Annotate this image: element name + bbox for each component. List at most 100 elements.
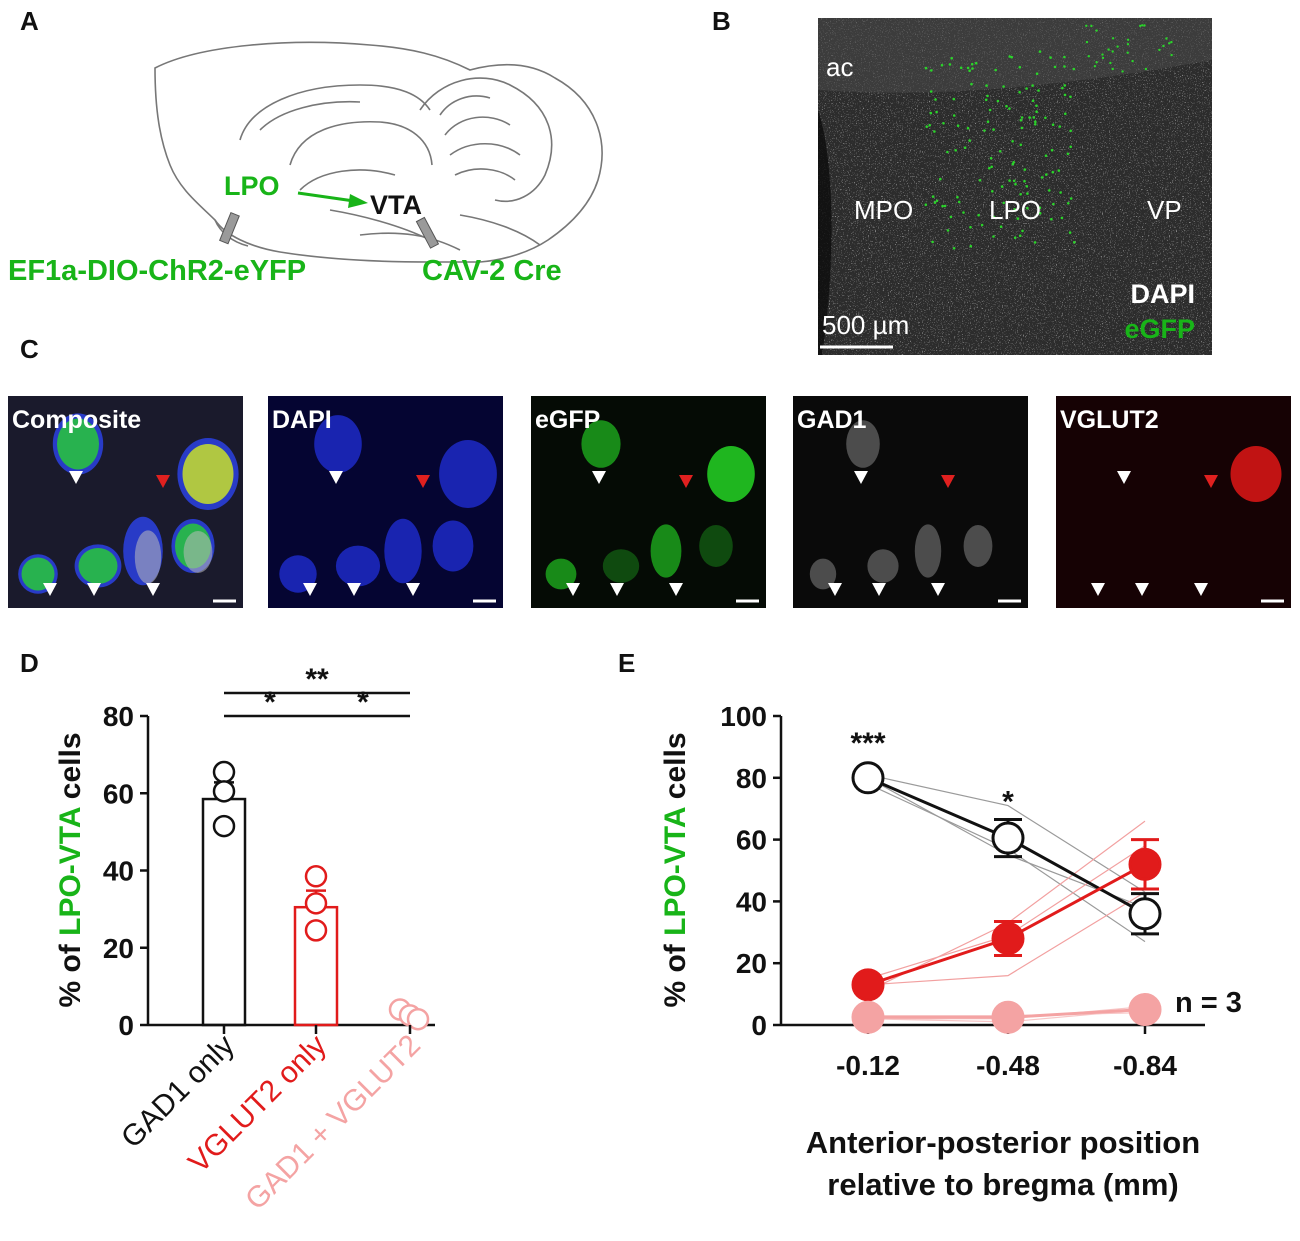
- egfp-dot: [1121, 70, 1124, 73]
- egfp-dot: [1063, 55, 1066, 59]
- mean-point: [851, 1000, 885, 1034]
- egfp-dot: [963, 146, 967, 149]
- egfp-dot: [968, 69, 971, 73]
- cell-signal: [699, 525, 733, 567]
- egfp-dot: [948, 63, 952, 66]
- egfp-dot: [1045, 173, 1048, 176]
- left-virus-label: EF1a-DIO-ChR2-eYFP: [8, 255, 306, 287]
- cell-signal: [1230, 446, 1282, 502]
- y-axis-label-part: cells: [659, 732, 692, 807]
- individual-line: [867, 774, 1146, 893]
- egfp-dot: [1008, 179, 1011, 182]
- micrograph-egfp: eGFP: [531, 396, 766, 608]
- egfp-dot: [1037, 89, 1040, 92]
- egfp-dot: [1059, 191, 1062, 194]
- egfp-dot: [1101, 53, 1104, 56]
- x-tick-label: -0.84: [1113, 1050, 1177, 1081]
- third-ventricle: [818, 110, 832, 355]
- mean-point: [991, 1000, 1025, 1034]
- egfp-dot: [969, 244, 973, 248]
- egfp-dot: [1131, 59, 1134, 63]
- egfp-dot: [994, 68, 997, 72]
- egfp-dot: [1021, 229, 1024, 233]
- cell-signal: [21, 557, 55, 591]
- egfp-dot: [1050, 217, 1053, 221]
- micrograph-gad1: GAD1: [793, 396, 1028, 608]
- egfp-dot: [1025, 185, 1029, 188]
- cell-signal: [809, 558, 837, 590]
- egfp-dot: [983, 129, 986, 132]
- scale-bar-label: 500 µm: [822, 310, 909, 340]
- egfp-dot: [941, 204, 944, 208]
- egfp-dots: [924, 24, 1173, 250]
- egfp-dot: [942, 122, 945, 125]
- vta-label: VTA: [370, 190, 422, 220]
- egfp-dot: [956, 124, 960, 127]
- cell-signal: [545, 558, 577, 590]
- egfp-dot: [1026, 192, 1029, 195]
- egfp-dot: [1018, 234, 1022, 237]
- egfp-dot: [988, 108, 992, 112]
- arrowhead-marker: [69, 471, 83, 484]
- egfp-dot: [1019, 143, 1023, 147]
- dapi-channel-label: DAPI: [1130, 279, 1195, 309]
- significance-label: *: [264, 686, 276, 719]
- left-injection-needle: [219, 211, 240, 245]
- arrowhead-marker: [1204, 475, 1218, 488]
- egfp-dot: [1034, 120, 1037, 123]
- egfp-dot: [985, 84, 988, 87]
- egfp-dot: [1033, 241, 1037, 244]
- egfp-dot: [1068, 231, 1072, 234]
- egfp-dot: [992, 128, 995, 131]
- egfp-dot: [1058, 125, 1062, 128]
- mean-point: [1128, 897, 1162, 931]
- egfp-dot: [1051, 123, 1055, 126]
- egfp-dot: [928, 123, 931, 127]
- individual-line: [867, 891, 1146, 986]
- egfp-dot: [1026, 206, 1029, 210]
- egfp-dot: [1107, 48, 1110, 51]
- egfp-dot: [998, 150, 1002, 153]
- right-virus-label: CAV-2 Cre: [422, 255, 562, 287]
- egfp-dot: [1044, 154, 1048, 157]
- panel-c: C Composite DAPI eGFP GAD1 VGLUT2: [8, 334, 1291, 608]
- egfp-channel-label: eGFP: [1124, 314, 1195, 344]
- n-label: n = 3: [1175, 987, 1242, 1019]
- egfp-dot: [970, 82, 973, 86]
- panel-e-letter: E: [618, 648, 635, 678]
- ac-label: ac: [826, 52, 853, 82]
- egfp-dot: [925, 125, 928, 128]
- nucleus: [432, 520, 474, 572]
- y-axis-label-part: LPO-VTA: [54, 807, 87, 936]
- mean-point: [851, 761, 885, 795]
- projection-arrow-head: [348, 194, 368, 208]
- egfp-dot: [1170, 40, 1173, 44]
- egfp-dot: [999, 225, 1003, 228]
- egfp-dot: [1090, 24, 1093, 28]
- egfp-dot: [931, 195, 935, 198]
- egfp-dot: [1035, 72, 1039, 75]
- egfp-dot: [1051, 170, 1055, 174]
- panel-a: A LPO VTA EF1a-DIO-ChR2-eYFP CAV-2 Cre: [8, 6, 603, 287]
- cell-signal: [650, 524, 682, 578]
- data-point: [212, 760, 236, 784]
- egfp-dot: [952, 97, 956, 101]
- arrowhead-marker: [872, 583, 886, 596]
- mpo-label: MPO: [854, 195, 913, 225]
- egfp-dot: [969, 225, 972, 229]
- egfp-dot: [992, 235, 995, 238]
- micrograph-label: DAPI: [272, 406, 332, 434]
- data-point: [304, 892, 328, 915]
- egfp-dot: [943, 204, 947, 208]
- egfp-dot: [1073, 241, 1076, 244]
- egfp-dot: [1031, 99, 1035, 102]
- arrowhead-marker: [679, 475, 693, 488]
- significance-label: **: [305, 663, 329, 696]
- arrowhead-marker: [416, 475, 430, 488]
- lpo-label: LPO: [224, 171, 280, 201]
- egfp-dot: [970, 62, 974, 66]
- data-point: [406, 1007, 430, 1031]
- egfp-dot: [1011, 162, 1015, 166]
